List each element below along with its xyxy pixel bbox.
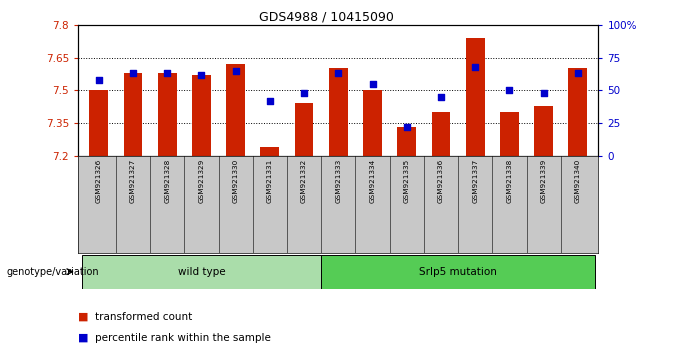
Text: GSM921334: GSM921334: [369, 159, 375, 203]
Text: GSM921333: GSM921333: [335, 159, 341, 203]
Point: [265, 98, 275, 104]
Text: percentile rank within the sample: percentile rank within the sample: [95, 333, 271, 343]
Text: transformed count: transformed count: [95, 312, 192, 322]
Bar: [158, 73, 177, 156]
Text: GSM921335: GSM921335: [404, 159, 410, 203]
Bar: [82, 255, 321, 289]
Text: GSM921327: GSM921327: [130, 159, 136, 203]
Bar: [568, 68, 588, 156]
Text: GSM921339: GSM921339: [541, 159, 547, 203]
Bar: [363, 90, 382, 156]
Point: [573, 70, 583, 76]
Text: GSM921336: GSM921336: [438, 159, 444, 203]
Text: GSM921328: GSM921328: [164, 159, 170, 203]
Point: [435, 94, 446, 99]
Bar: [192, 75, 211, 156]
Point: [299, 90, 309, 96]
Text: GSM921338: GSM921338: [507, 159, 513, 203]
Bar: [397, 127, 416, 156]
Point: [231, 68, 241, 74]
Bar: [321, 255, 595, 289]
Bar: [89, 90, 108, 156]
Text: GSM921332: GSM921332: [301, 159, 307, 203]
Point: [538, 90, 549, 96]
Bar: [329, 68, 347, 156]
Bar: [294, 103, 313, 156]
Point: [162, 70, 173, 76]
Text: wild type: wild type: [177, 267, 225, 277]
Bar: [124, 73, 142, 156]
Point: [128, 70, 139, 76]
Point: [333, 70, 343, 76]
Text: GSM921330: GSM921330: [233, 159, 239, 203]
Text: GSM921329: GSM921329: [199, 159, 205, 203]
Point: [470, 64, 481, 69]
Text: ■: ■: [78, 333, 88, 343]
Bar: [534, 105, 553, 156]
Text: ■: ■: [78, 312, 88, 322]
Bar: [260, 147, 279, 156]
Text: genotype/variation: genotype/variation: [7, 267, 99, 277]
Bar: [432, 112, 450, 156]
Text: GSM921331: GSM921331: [267, 159, 273, 203]
Point: [401, 124, 412, 130]
Text: GDS4988 / 10415090: GDS4988 / 10415090: [259, 11, 394, 24]
Point: [367, 81, 378, 87]
Point: [504, 87, 515, 93]
Text: GSM921340: GSM921340: [575, 159, 581, 203]
Bar: [226, 64, 245, 156]
Text: GSM921326: GSM921326: [96, 159, 102, 203]
Point: [93, 77, 104, 82]
Point: [196, 72, 207, 78]
Text: Srlp5 mutation: Srlp5 mutation: [419, 267, 497, 277]
Bar: [466, 38, 485, 156]
Bar: [500, 112, 519, 156]
Text: GSM921337: GSM921337: [472, 159, 478, 203]
